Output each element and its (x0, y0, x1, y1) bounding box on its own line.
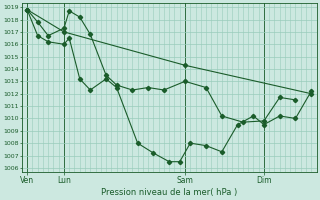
X-axis label: Pression niveau de la mer( hPa ): Pression niveau de la mer( hPa ) (101, 188, 237, 197)
